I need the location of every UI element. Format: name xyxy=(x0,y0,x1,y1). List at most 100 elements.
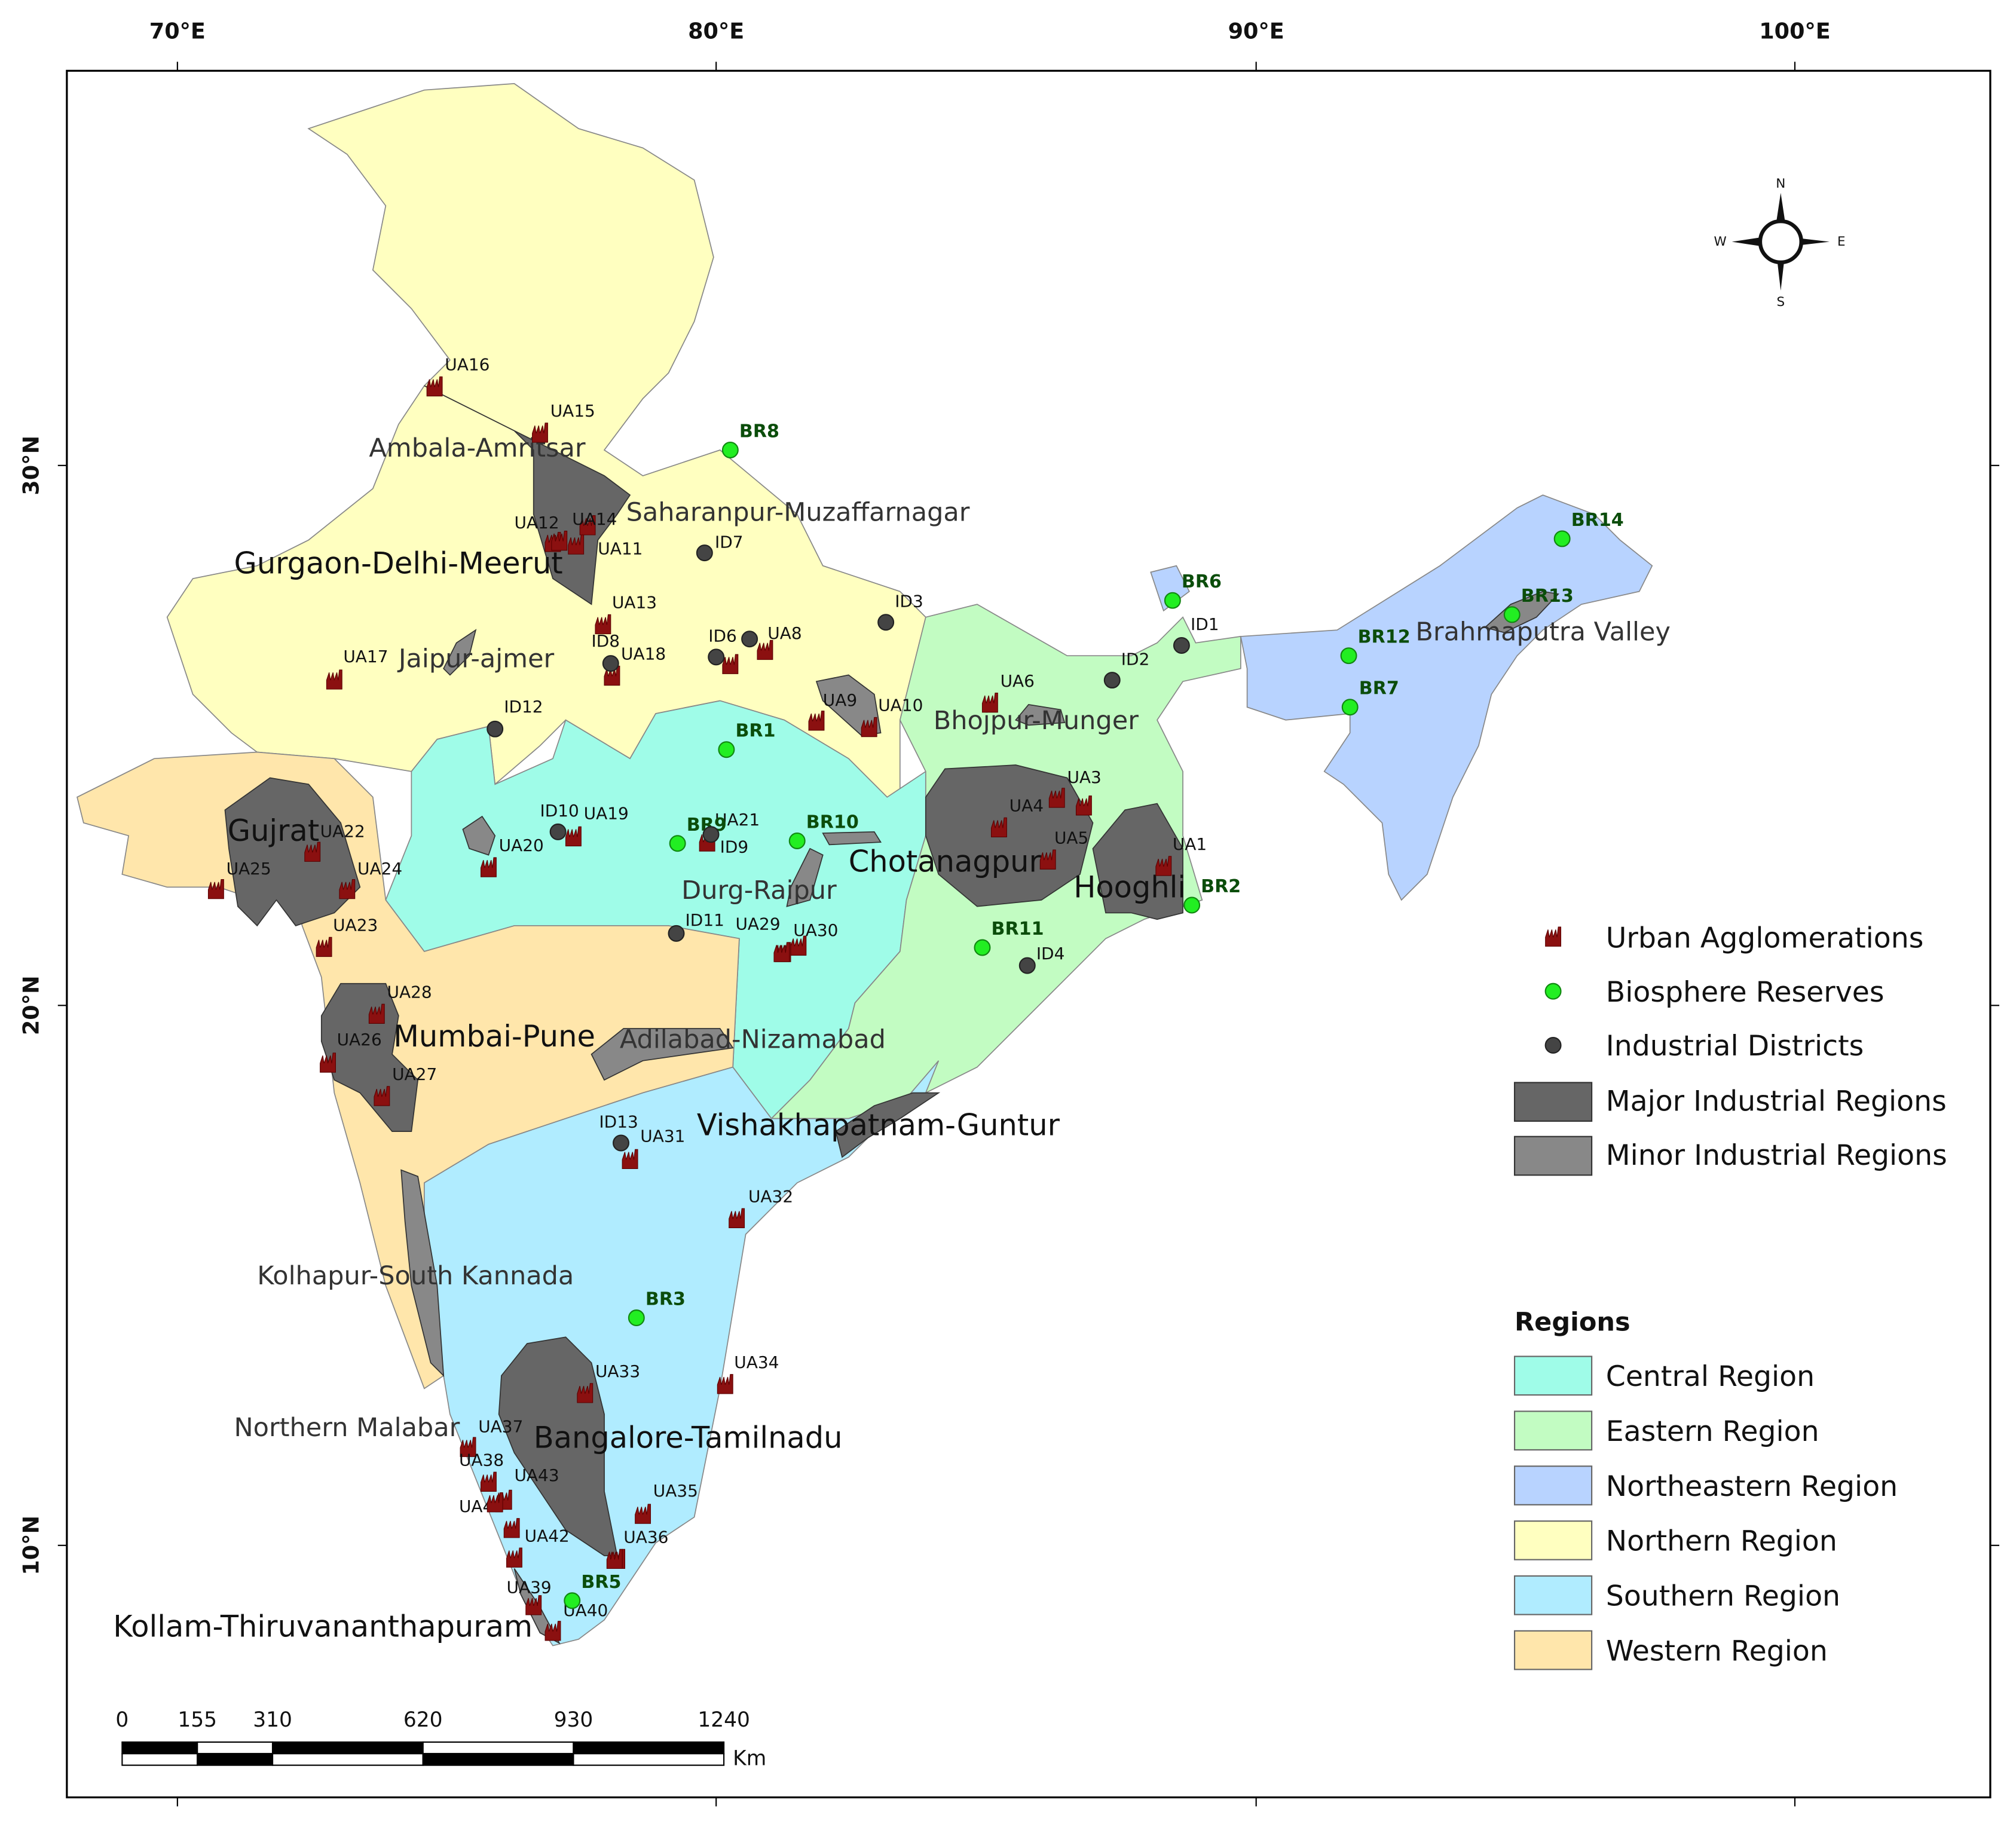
urban-agglomeration-icon xyxy=(551,530,568,551)
legend-swatch xyxy=(1513,1082,1593,1122)
urban-agglomeration-icon xyxy=(207,879,224,899)
industrial-district xyxy=(487,720,504,737)
industrial-region-label: Saharanpur-Muzaffarnagar xyxy=(626,497,970,527)
legend-symbol xyxy=(1544,983,1562,1000)
urban-agglomeration-icon xyxy=(808,711,825,731)
biosphere-reserve xyxy=(718,741,735,758)
industrial-district-label: ID12 xyxy=(504,697,543,717)
urban-agglomeration-icon xyxy=(981,693,998,713)
urban-agglomeration-icon xyxy=(304,841,321,862)
minor-industrial-region xyxy=(1483,590,1559,634)
urban-agglomeration-label: UA21 xyxy=(715,810,760,830)
minor-industrial-region xyxy=(1014,704,1066,726)
urban-agglomeration-icon xyxy=(460,1437,476,1457)
scale-label: 0 xyxy=(115,1708,129,1732)
biosphere-reserve xyxy=(1503,606,1521,623)
latitude-label: 30°N xyxy=(19,436,44,495)
urban-agglomeration-icon xyxy=(532,423,548,443)
urban-agglomeration-icon xyxy=(480,1471,497,1492)
industrial-district xyxy=(602,655,619,672)
legend-label: Southern Region xyxy=(1606,1580,1840,1612)
industrial-region-label: Chotanagpur xyxy=(849,844,1042,879)
industrial-region-label: Ambala-Amritsar xyxy=(369,433,585,463)
scale-label: 155 xyxy=(178,1708,217,1732)
minor-industrial-region xyxy=(400,1169,445,1378)
biosphere-reserve xyxy=(1553,530,1571,547)
legend-swatch xyxy=(1513,1355,1593,1396)
urban-agglomeration-label: UA18 xyxy=(621,644,666,664)
compass-w: W xyxy=(1714,234,1726,249)
industrial-region-label: Kollam-Thiruvananthapuram xyxy=(113,1609,533,1644)
industrial-district-label: ID7 xyxy=(715,532,744,552)
urban-agglomeration-label: UA37 xyxy=(478,1416,523,1436)
urban-agglomeration-label: UA31 xyxy=(640,1126,685,1146)
compass-ring xyxy=(1758,219,1803,265)
urban-agglomeration-icon xyxy=(320,1052,336,1073)
urban-agglomeration-label: UA35 xyxy=(653,1481,698,1501)
industrial-district-label: ID6 xyxy=(708,626,737,646)
longitude-label: 100°E xyxy=(1759,19,1831,44)
industrial-region-label: Brahmaputra Valley xyxy=(1415,617,1671,647)
legend-label: Western Region xyxy=(1606,1635,1828,1667)
urban-agglomeration-icon xyxy=(503,1518,520,1538)
urban-agglomeration-label: UA17 xyxy=(343,647,388,666)
biosphere-reserve xyxy=(721,442,739,458)
industrial-district xyxy=(696,544,713,562)
major-industrial-region xyxy=(1092,803,1183,920)
compass-e: E xyxy=(1837,234,1846,249)
urban-agglomeration-icon xyxy=(565,826,582,847)
industrial-district xyxy=(877,614,895,631)
industrial-region-label: Gurgaon-Delhi-Meerut xyxy=(234,546,563,581)
biosphere-reserve xyxy=(564,1592,581,1609)
longitude-label: 70°E xyxy=(149,19,206,44)
industrial-district-label: ID13 xyxy=(599,1112,638,1132)
minor-industrial-region xyxy=(815,674,882,736)
legend-title: Regions xyxy=(1515,1308,1630,1338)
urban-agglomeration-icon xyxy=(790,935,807,956)
biosphere-reserve xyxy=(788,832,806,849)
longitude-label: 90°E xyxy=(1228,19,1284,44)
urban-agglomeration-label: UA26 xyxy=(337,1030,382,1049)
urban-agglomeration-icon xyxy=(1155,856,1172,876)
scale-segment xyxy=(422,1753,574,1766)
latitude-label: 20°N xyxy=(19,975,44,1035)
urban-agglomeration-icon xyxy=(729,1208,745,1228)
urban-agglomeration-icon xyxy=(722,654,739,674)
legend-label: Eastern Region xyxy=(1606,1415,1819,1448)
urban-agglomeration-label: UA11 xyxy=(598,538,643,558)
urban-agglomeration-icon xyxy=(622,1149,638,1170)
northeastern-region xyxy=(1150,494,1653,901)
biosphere-reserve-label: BR5 xyxy=(581,1572,621,1593)
industrial-region-label: Adilabad-Nizamabad xyxy=(620,1024,886,1054)
urban-agglomeration-icon xyxy=(861,717,877,737)
scale-segment xyxy=(573,1741,725,1755)
legend-swatch xyxy=(1513,1575,1593,1615)
biosphere-reserve-label: BR11 xyxy=(992,919,1044,939)
industrial-district xyxy=(702,826,720,843)
biosphere-reserve-label: BR14 xyxy=(1571,510,1624,531)
biosphere-reserve-label: BR6 xyxy=(1182,571,1222,592)
urban-agglomeration-label: UA43 xyxy=(514,1465,559,1485)
biosphere-reserve xyxy=(1341,699,1359,716)
urban-agglomeration-label: UA36 xyxy=(623,1527,668,1547)
industrial-district-label: ID10 xyxy=(540,801,579,821)
longitude-label: 80°E xyxy=(688,19,744,44)
urban-agglomeration-icon xyxy=(577,1383,594,1403)
industrial-district-label: ID8 xyxy=(592,631,620,651)
urban-agglomeration-icon xyxy=(426,376,443,397)
legend-swatch xyxy=(1513,1520,1593,1560)
scale-segment xyxy=(573,1753,725,1766)
urban-agglomeration-icon xyxy=(525,1595,542,1615)
major-industrial-region xyxy=(320,983,419,1132)
scale-segment xyxy=(271,1753,424,1766)
urban-agglomeration-icon xyxy=(316,937,332,957)
industrial-region-label: Vishakhapatnam-Guntur xyxy=(697,1108,1060,1143)
industrial-district xyxy=(668,925,685,942)
industrial-district-label: ID3 xyxy=(895,591,923,611)
urban-agglomeration-icon xyxy=(1048,788,1065,808)
biosphere-reserve-label: BR7 xyxy=(1359,678,1399,699)
biosphere-reserve xyxy=(1340,647,1357,665)
legend-symbol xyxy=(1544,1037,1562,1054)
industrial-district xyxy=(741,631,758,648)
urban-agglomeration-icon xyxy=(773,942,790,962)
